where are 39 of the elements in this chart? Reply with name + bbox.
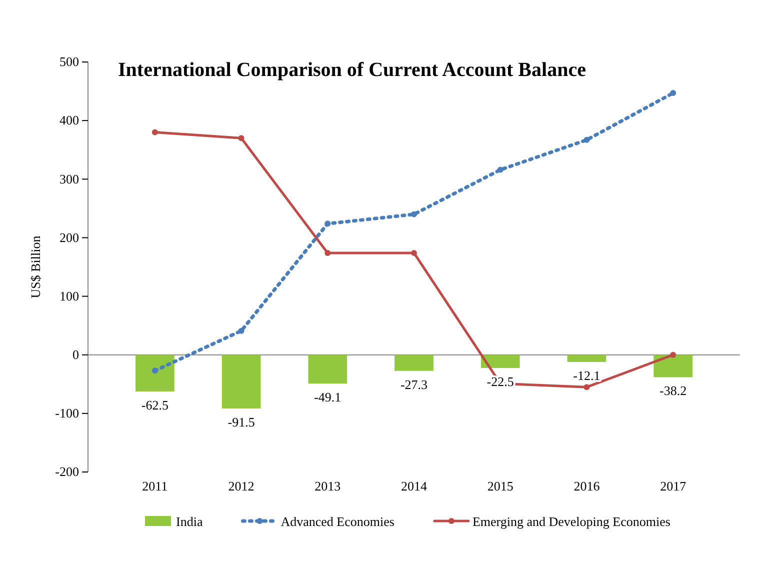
data-label: -38.2: [660, 383, 687, 398]
legend-label: Emerging and Developing Economies: [472, 514, 670, 529]
point: [238, 328, 244, 334]
point: [152, 368, 158, 374]
point: [324, 250, 331, 256]
point: [152, 129, 158, 136]
y-tick-label: 0: [72, 347, 79, 362]
y-tick-label: -100: [55, 406, 79, 421]
point: [670, 90, 676, 96]
y-axis-title: US$ Billion: [28, 235, 43, 298]
y-tick-label: -200: [55, 464, 79, 480]
x-tick-label: 2014: [401, 478, 428, 494]
point: [324, 220, 331, 227]
x-tick-label: 2017: [660, 478, 687, 494]
legend-label: Advanced Economies: [280, 514, 394, 529]
data-label: -62.5: [141, 397, 168, 412]
point: [411, 250, 417, 256]
data-label: -12.1: [573, 368, 600, 383]
x-tick-label: 2016: [574, 478, 600, 494]
x-tick-label: 2015: [487, 478, 514, 494]
point: [584, 384, 590, 390]
x-tick-label: 2012: [228, 478, 254, 494]
data-label: -27.3: [400, 376, 428, 392]
point: [497, 166, 504, 173]
y-tick-label: 200: [60, 230, 79, 245]
y-tick-label: 300: [60, 171, 79, 186]
y-tick-label: 500: [60, 54, 79, 70]
chart-title: International Comparison of Current Account Balance: [118, 59, 586, 81]
x-tick-label: 2013: [314, 478, 341, 494]
data-label: -91.5: [228, 414, 255, 430]
point: [411, 211, 417, 218]
point: [238, 135, 244, 142]
legend-label: India: [176, 514, 203, 529]
y-tick-label: 400: [60, 112, 79, 128]
point: [670, 352, 676, 358]
data-label: -49.1: [314, 390, 342, 405]
x-tick-label: 2011: [142, 478, 168, 494]
point: [584, 136, 590, 143]
y-tick-label: 100: [60, 288, 79, 304]
